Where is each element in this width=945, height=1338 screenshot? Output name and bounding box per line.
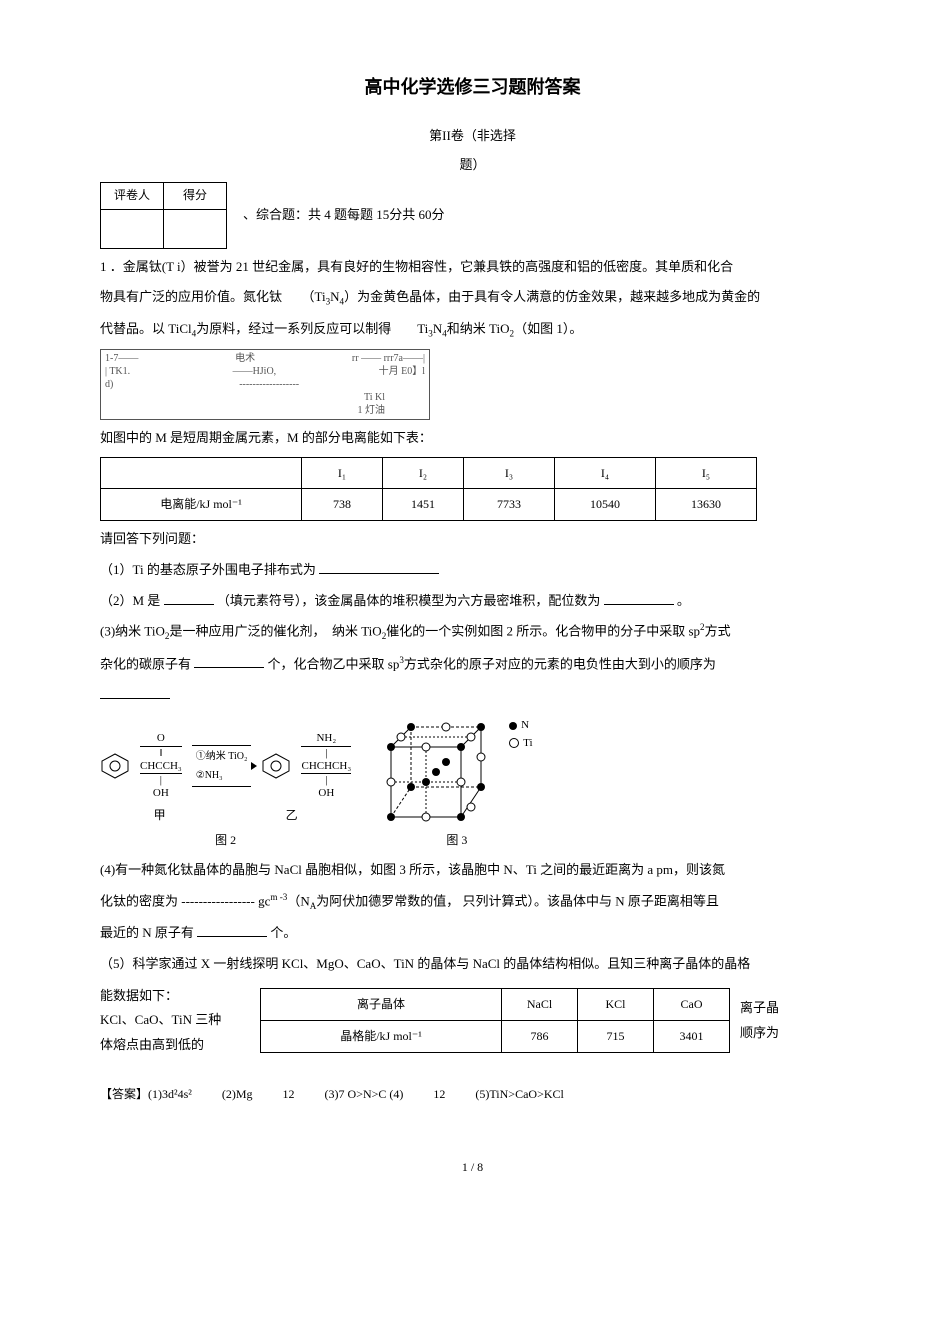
molecule-a: O ‖ CHCCH₃ | OH [140,732,182,800]
molecule-b: NH₂ | CHCHCH₃ | OH [301,732,351,800]
lattice-energy-table: 离子晶体 NaCl KCl CaO 晶格能/kJ mol⁻¹ 786 715 3… [260,988,730,1053]
page-number: 1 / 8 [100,1156,845,1179]
q1-sub3b: 杂化的碳原子有 个，化合物乙中采取 sp3方式杂化的原子对应的元素的电负性由大到… [100,652,845,677]
blank-fill [164,591,214,605]
document-page: 高中化学选修三习题附答案 第II卷（非选择 题） 评卷人 得分 、综合题：共 4… [0,0,945,1218]
figure-2: O ‖ CHCCH₃ | OH ①纳米 TiO₂ ②NH₃ NH₂ | [100,732,351,852]
q1-sub4b: 化钛的密度为 ----------------- gcm -3（NA为阿伏加德罗… [100,889,845,915]
blank-fill [100,685,170,699]
ion-row-label: 电离能/kJ mol⁻¹ [101,489,302,521]
q5-right1: 离子晶 [740,996,779,1021]
fig3-label: 图 3 [446,829,467,852]
q1-p1d: 代替品。以 TiCl4为原料，经过一系列反应可以制得 Ti3N4和纳米 TiO2… [100,317,845,343]
q1-sub1: （1）Ti 的基态原子外围电子排布式为 [100,558,845,583]
blank-fill [604,591,674,605]
q5-left1: 能数据如下： [100,984,250,1009]
q1-sub4a: (4)有一种氮化钛晶体的晶胞与 NaCl 晶胞相似，如图 3 所示，该晶胞中 N… [100,858,845,883]
score-table: 评卷人 得分 [100,182,227,249]
reaction-arrow: ①纳米 TiO₂ ②NH₃ [192,745,252,787]
score-header-score: 得分 [164,182,227,209]
blank-fill [319,560,439,574]
benzene-icon [261,753,291,779]
blank-fill [194,654,264,668]
q5-left2: KCl、CaO、TiN 三种 [100,1008,250,1033]
q1-sub5-row: 能数据如下： KCl、CaO、TiN 三种 体熔点由高到低的 离子晶体 NaCl… [100,982,845,1059]
doc-title: 高中化学选修三习题附答案 [100,70,845,104]
score-cell-empty [101,209,164,248]
q1-p1a: 1 ．金属钛(T i）被誉为 21 世纪金属，具有良好的生物相容性，它兼具铁的高… [100,255,845,280]
lattice-icon [381,717,501,827]
section-header: 、综合题：共 4 题每题 15分共 60分 [243,203,445,228]
score-header-reviewer: 评卷人 [101,182,164,209]
flow-diagram: 1-7—— 电术 rr —— rrr7a——| | TK1. ——HJiO, 十… [100,349,430,420]
fig2-label: 图 2 [215,829,236,852]
q1-sub5a: （5）科学家通过 X 一射线探明 KCl、MgO、CaO、TiN 的晶体与 Na… [100,952,845,977]
ionization-table: I₁ I₂ I₃ I₄ I₅ 电离能/kJ mol⁻¹ 738 1451 773… [100,457,757,522]
q1-p3: 请回答下列问题： [100,527,845,552]
answer-row: 【答案】(1)3d²4s² (2)Mg 12 (3)7 O>N>C (4) 12… [100,1083,845,1106]
q1-sub3a: (3)纳米 TiO2是一种应用广泛的催化剂， 纳米 TiO2催化的一个实例如图 … [100,619,845,645]
q1-sub3c [100,683,845,708]
legend-dot-icon [509,722,517,730]
score-cell-empty [164,209,227,248]
label-yi: 乙 [286,804,298,827]
figures-row: O ‖ CHCCH₃ | OH ①纳米 TiO₂ ②NH₃ NH₂ | [100,717,845,852]
q5-left3: 体熔点由高到低的 [100,1033,250,1058]
figure-3: N Ti 图 3 [381,717,532,852]
legend-circle-icon [509,738,519,748]
header-row: 评卷人 得分 、综合题：共 4 题每题 15分共 60分 [100,182,845,249]
q1-p1b: 物具有广泛的应用价值。氮化钛 （Ti3N4）为金黄色晶体，由于具有令人满意的仿金… [100,285,845,311]
q1-sub4c: 最近的 N 原子有 个。 [100,921,845,946]
blank-fill [197,923,267,937]
subtitle-line2: 题） [100,153,845,178]
q1-p2a: 如图中的 M 是短周期金属元素，M 的部分电离能如下表： [100,426,845,451]
subtitle-line1: 第II卷（非选择 [100,124,845,149]
benzene-icon [100,753,130,779]
label-jia: 甲 [154,804,166,827]
q5-right2: 顺序为 [740,1021,779,1046]
lattice-legend: N Ti [509,717,532,752]
q1-sub2: （2）M 是 （填元素符号），该金属晶体的堆积模型为六方最密堆积，配位数为 。 [100,589,845,614]
